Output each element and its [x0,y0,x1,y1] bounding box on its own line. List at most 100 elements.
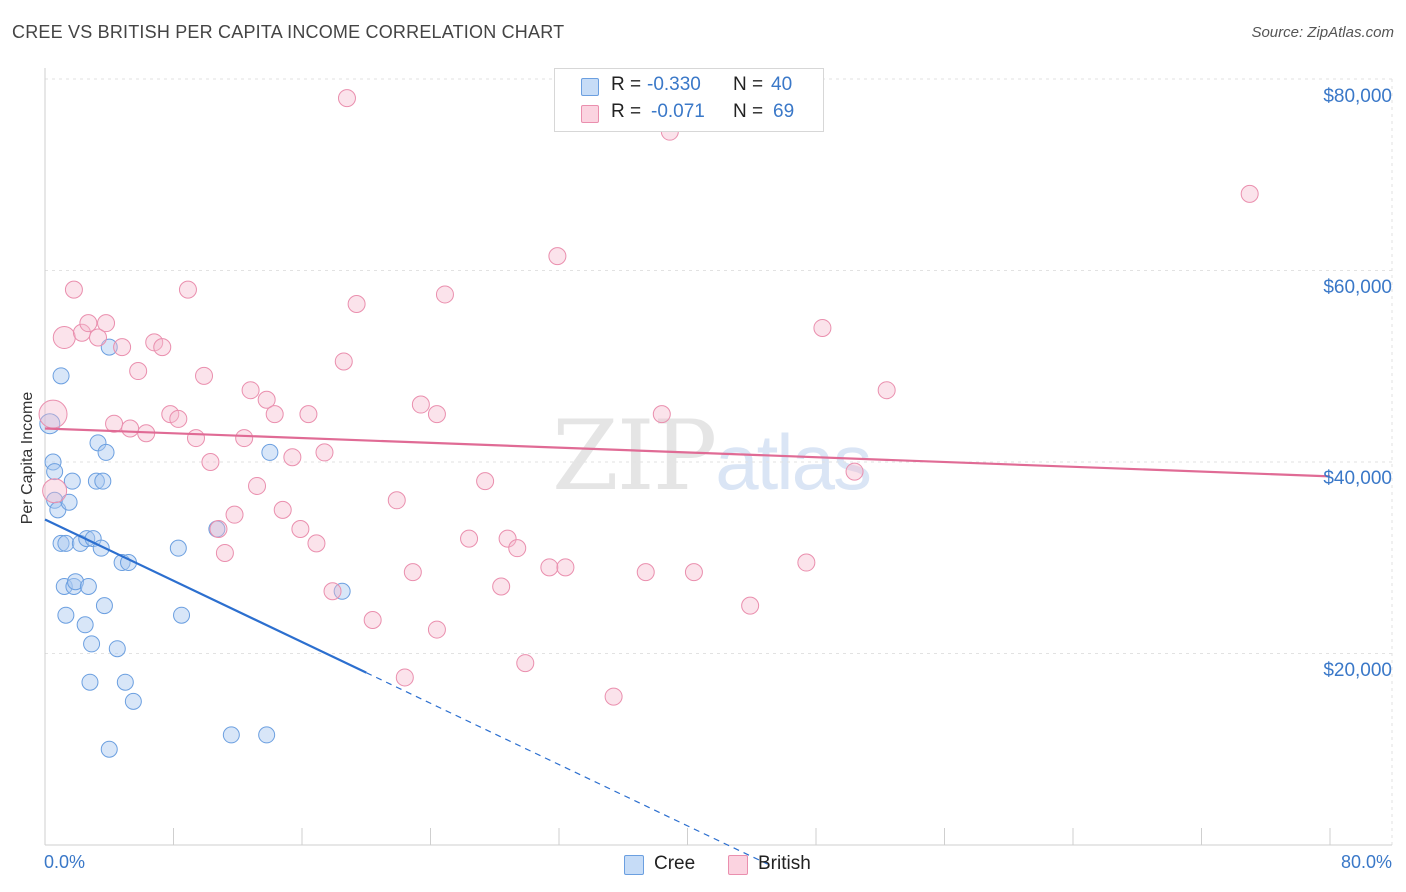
british-point-34 [315,443,334,462]
cree-point-11 [63,472,81,490]
british-point-6 [89,328,108,347]
y-tick-label-60000: $60,000 [1323,277,1392,298]
british-point-28 [265,405,284,424]
british-n-value: 69 [773,101,795,122]
british-point-42 [403,563,422,582]
british-point-3 [64,280,83,299]
british-point-47 [460,529,479,548]
british-point-65 [877,381,896,400]
british-point-44 [427,620,446,639]
british-point-29 [273,500,292,519]
british-point-36 [334,352,353,371]
british-point-54 [548,247,567,266]
cree-point-5 [52,534,70,552]
british-point-18 [186,429,205,448]
x-tick-label-min: 0.0% [44,852,86,872]
british-point-53 [540,558,559,577]
cree-point-6 [52,367,70,385]
cree-point-40 [333,582,351,600]
british-point-2 [52,326,76,350]
source-label: Source: ZipAtlas.com [1251,24,1394,41]
watermark-zip: ZIP [552,400,717,512]
british-trend-line [44,427,1331,478]
legend-cree-swatch [624,855,644,875]
cree-point-17 [79,577,97,595]
british-r-label: R = [611,101,642,122]
legend-british-label: British [758,853,811,874]
y-tick-label-40000: $40,000 [1323,468,1392,489]
british-point-35 [323,582,342,601]
legend-british-swatch [728,855,748,875]
british-point-40 [387,491,406,510]
legend-cree-label: Cree [654,853,696,874]
british-point-52 [516,654,535,673]
cree-swatch [581,78,599,96]
cree-point-8 [57,606,75,624]
british-point-16 [169,409,188,428]
british-point-30 [283,448,302,467]
british-point-43 [411,395,430,414]
cree-n-label: N = [733,74,764,95]
cree-point-18 [81,673,99,691]
british-point-61 [741,596,760,615]
british-point-25 [241,381,260,400]
british-point-58 [652,405,671,424]
british-point-11 [129,362,148,381]
british-point-5 [79,314,98,333]
british-point-19 [195,366,214,385]
british-point-38 [347,295,366,314]
y-tick-label-20000: $20,000 [1323,660,1392,681]
cree-point-7 [55,577,73,595]
cree-point-2 [46,463,64,481]
cree-point-27 [100,338,118,356]
british-point-39 [363,610,382,629]
british-point-8 [105,414,124,433]
british-point-62 [797,553,816,572]
cree-point-26 [97,443,115,461]
correlation-stats-box: R = -0.330 N = 40 R = -0.071 N = 69 [554,68,824,132]
cree-point-13 [67,573,85,591]
british-point-55 [556,558,575,577]
british-point-46 [435,285,454,304]
british-point-48 [476,472,495,491]
cree-trend-line [44,518,367,674]
british-point-50 [498,529,517,548]
cree-point-21 [87,472,105,490]
british-point-20 [201,453,220,471]
cree-point-10 [60,493,78,511]
british-point-24 [235,429,254,448]
cree-point-28 [100,740,118,758]
british-point-0 [38,399,68,429]
british-point-45 [427,405,446,424]
british-point-37 [337,89,356,108]
cree-point-24 [94,472,112,490]
cree-point-33 [124,692,142,710]
british-point-49 [492,577,511,596]
cree-point-35 [173,606,191,624]
cree-r-label: R = [611,74,642,95]
cree-trend-extension [365,672,769,865]
cree-point-34 [169,539,187,557]
british-r-value: -0.071 [651,101,705,122]
british-point-26 [248,476,267,495]
british-point-60 [684,563,703,582]
british-point-1 [42,478,68,504]
cree-r-value: -0.330 [647,74,701,95]
british-point-9 [113,338,132,357]
cree-point-39 [261,443,279,461]
british-point-31 [291,520,310,539]
cree-point-31 [116,673,134,691]
british-point-64 [845,462,864,481]
british-point-10 [121,419,140,438]
british-point-17 [178,280,197,299]
british-point-22 [215,543,234,562]
british-swatch [581,105,599,123]
british-point-23 [225,505,244,524]
british-point-7 [97,314,116,333]
british-point-33 [307,534,326,553]
british-point-63 [813,318,832,337]
british-point-41 [395,668,414,687]
british-point-32 [299,405,318,424]
british-point-14 [153,338,172,357]
